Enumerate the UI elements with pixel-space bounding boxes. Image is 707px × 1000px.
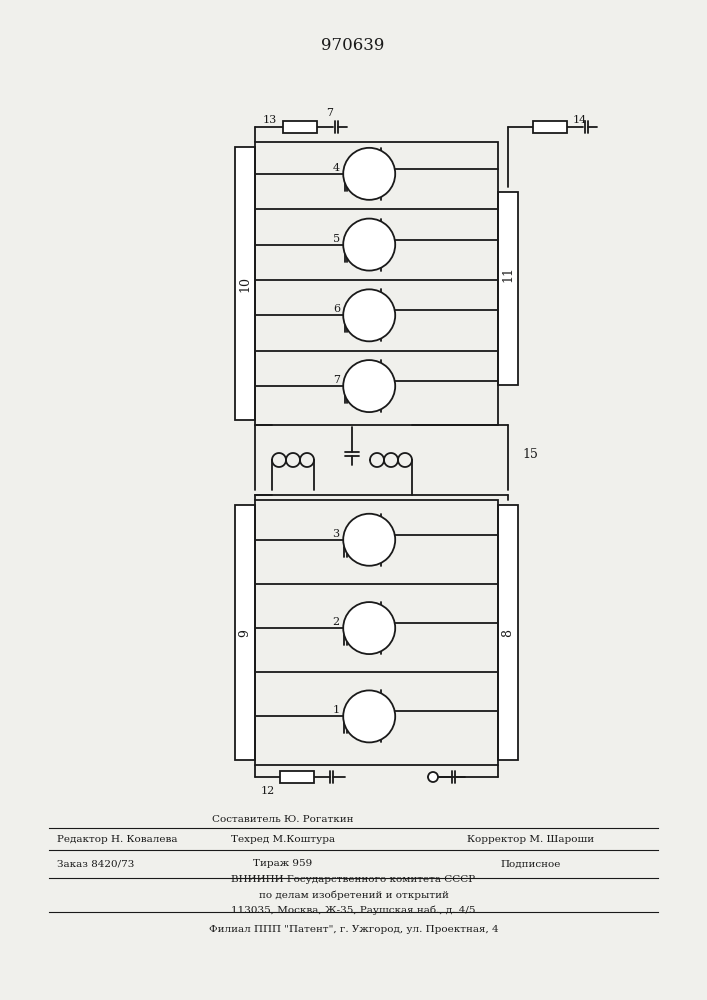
Text: 7: 7 (333, 375, 340, 385)
Text: по делам изобретений и открытий: по делам изобретений и открытий (259, 890, 448, 900)
Text: 1: 1 (332, 705, 339, 715)
Text: 13: 13 (263, 115, 277, 125)
Text: 7: 7 (327, 108, 334, 118)
Text: 5: 5 (333, 234, 340, 244)
Circle shape (343, 690, 395, 742)
Circle shape (343, 148, 395, 200)
Bar (498, 505, 518, 760)
Bar (255, 142, 498, 425)
Text: 2: 2 (332, 617, 339, 627)
Text: 113035, Москва, Ж-35, Раушская наб., д. 4/5: 113035, Москва, Ж-35, Раушская наб., д. … (231, 905, 476, 915)
Text: Подписное: Подписное (500, 859, 561, 868)
Text: Составитель Ю. Рогаткин: Составитель Ю. Рогаткин (212, 816, 354, 824)
Bar (235, 147, 255, 420)
Text: 15: 15 (522, 448, 538, 462)
Text: 9: 9 (238, 629, 252, 637)
Circle shape (343, 360, 395, 412)
Bar (283, 121, 317, 133)
Text: 6: 6 (333, 304, 340, 314)
Text: 970639: 970639 (321, 36, 385, 53)
Circle shape (343, 602, 395, 654)
Text: 12: 12 (261, 786, 275, 796)
Text: 11: 11 (501, 266, 515, 282)
Text: Тираж 959: Тираж 959 (253, 859, 312, 868)
Text: 8: 8 (501, 629, 515, 637)
Bar (255, 500, 498, 765)
Text: Заказ 8420/73: Заказ 8420/73 (57, 859, 134, 868)
Text: 10: 10 (238, 276, 252, 292)
Circle shape (343, 514, 395, 566)
Text: Редактор Н. Ковалева: Редактор Н. Ковалева (57, 834, 177, 844)
Bar (235, 505, 255, 760)
Bar (498, 192, 518, 385)
Text: Корректор М. Шароши: Корректор М. Шароши (467, 834, 594, 844)
Circle shape (343, 219, 395, 271)
Text: Филиал ППП "Патент", г. Ужгород, ул. Проектная, 4: Филиал ППП "Патент", г. Ужгород, ул. Про… (209, 926, 498, 934)
Text: 14: 14 (573, 115, 588, 125)
Text: 3: 3 (332, 529, 339, 539)
Circle shape (343, 289, 395, 341)
Text: 4: 4 (333, 163, 340, 173)
Bar (533, 121, 567, 133)
Text: ВНИИПИ Государственного комитета СССР: ВНИИПИ Государственного комитета СССР (231, 876, 476, 884)
Text: Техред М.Коштура: Техред М.Коштура (230, 834, 335, 844)
Circle shape (428, 772, 438, 782)
Bar (280, 771, 314, 783)
